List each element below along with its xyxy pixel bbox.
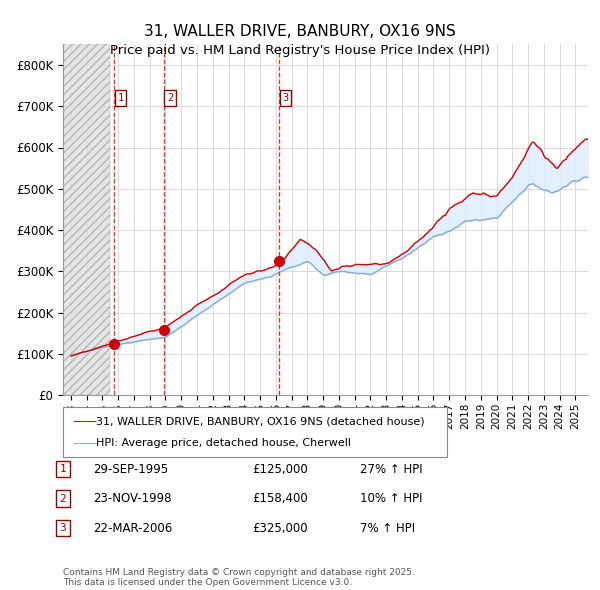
Text: 29-SEP-1995: 29-SEP-1995 <box>93 463 168 476</box>
Bar <box>63 44 110 395</box>
Text: 2: 2 <box>59 494 67 503</box>
Text: £125,000: £125,000 <box>252 463 308 476</box>
Text: 2: 2 <box>167 93 173 103</box>
Text: ——: —— <box>72 437 97 450</box>
Text: HPI: Average price, detached house, Cherwell: HPI: Average price, detached house, Cher… <box>96 438 351 448</box>
Text: Contains HM Land Registry data © Crown copyright and database right 2025.
This d: Contains HM Land Registry data © Crown c… <box>63 568 415 587</box>
Text: 31, WALLER DRIVE, BANBURY, OX16 9NS (detached house): 31, WALLER DRIVE, BANBURY, OX16 9NS (det… <box>96 416 425 426</box>
Text: Price paid vs. HM Land Registry's House Price Index (HPI): Price paid vs. HM Land Registry's House … <box>110 44 490 57</box>
Text: 31, WALLER DRIVE, BANBURY, OX16 9NS: 31, WALLER DRIVE, BANBURY, OX16 9NS <box>144 24 456 38</box>
Text: 23-NOV-1998: 23-NOV-1998 <box>93 492 172 505</box>
Text: 22-MAR-2006: 22-MAR-2006 <box>93 522 172 535</box>
Text: £325,000: £325,000 <box>252 522 308 535</box>
Text: 27% ↑ HPI: 27% ↑ HPI <box>360 463 422 476</box>
Text: 1: 1 <box>59 464 67 474</box>
Text: 10% ↑ HPI: 10% ↑ HPI <box>360 492 422 505</box>
Text: 1: 1 <box>118 93 124 103</box>
Text: £158,400: £158,400 <box>252 492 308 505</box>
Text: 3: 3 <box>59 523 67 533</box>
Text: 3: 3 <box>283 93 289 103</box>
Text: ——: —— <box>72 415 97 428</box>
Text: 7% ↑ HPI: 7% ↑ HPI <box>360 522 415 535</box>
